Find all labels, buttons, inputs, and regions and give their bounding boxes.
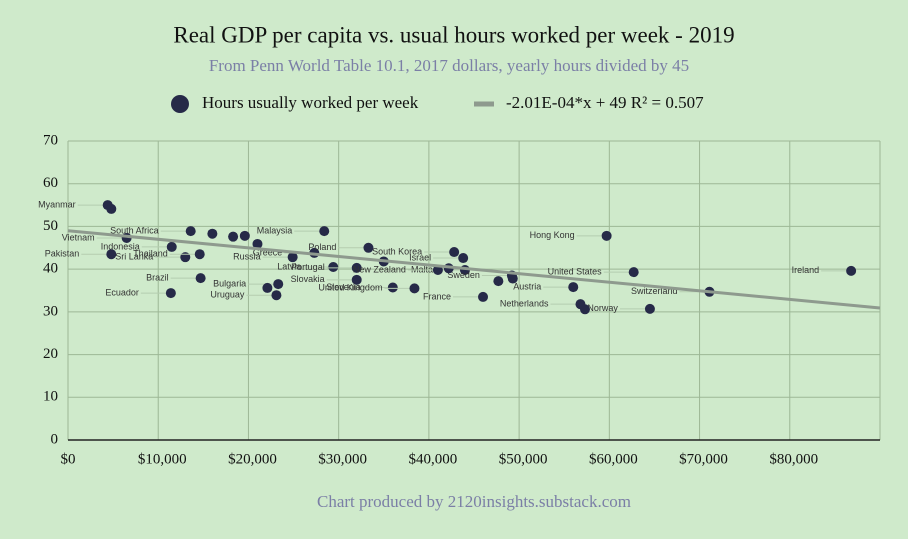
x-tick-label: $80,000: [769, 451, 818, 467]
legend-label: Hours usually worked per week: [202, 93, 419, 112]
y-tick-label: 30: [43, 303, 58, 319]
y-tick-label: 20: [43, 346, 58, 362]
x-tick-label: $30,000: [318, 451, 367, 467]
point-label: Malaysia: [257, 226, 293, 236]
point: [180, 252, 191, 263]
point-label: Indonesia: [101, 241, 140, 251]
point-label: South Africa: [110, 226, 159, 236]
point: [106, 203, 117, 214]
point-label: Malta: [411, 264, 433, 274]
chart-footer: Chart produced by 2120insights.substack.…: [317, 492, 631, 511]
point-label: South Korea: [372, 246, 422, 256]
point-label: United Kingdom: [318, 283, 382, 293]
point: [287, 252, 298, 263]
point-label: Brazil: [146, 272, 169, 282]
point: [493, 276, 504, 287]
point-label: Netherlands: [500, 299, 549, 309]
x-tick-label: $50,000: [499, 451, 548, 467]
point: [328, 262, 339, 273]
point: [351, 262, 362, 273]
point-label: New Zealand: [353, 264, 406, 274]
y-tick-label: 10: [43, 389, 58, 405]
point: [601, 230, 612, 241]
point: [166, 241, 177, 252]
point-label: Hong Kong: [530, 230, 575, 240]
x-tick-label: $70,000: [679, 451, 728, 467]
point: [478, 291, 489, 302]
x-tick-label: $20,000: [228, 451, 277, 467]
legend-marker: [171, 95, 189, 113]
point: [568, 282, 579, 293]
point: [579, 304, 590, 315]
point-label: Greece: [253, 247, 283, 257]
y-tick-label: 40: [43, 261, 58, 277]
point-label: Vietnam: [62, 232, 95, 242]
point-label: France: [423, 291, 451, 301]
x-tick-label: $10,000: [138, 451, 187, 467]
point: [271, 290, 282, 301]
point: [106, 249, 117, 260]
y-tick-label: 60: [43, 175, 58, 191]
point: [194, 249, 205, 260]
point-label: Sweden: [447, 270, 480, 280]
x-tick-label: $0: [61, 451, 76, 467]
point-label: Austria: [513, 281, 541, 291]
point-label: Israel: [409, 252, 431, 262]
point: [449, 247, 460, 258]
point-label: Slovakia: [291, 274, 325, 284]
x-tick-label: $60,000: [589, 451, 638, 467]
point: [228, 231, 239, 242]
legend-label: -2.01E-04*x + 49 R² = 0.507: [506, 93, 704, 112]
point-label: Slovenia: [326, 282, 361, 292]
chart-subtitle: From Penn World Table 10.1, 2017 dollars…: [209, 56, 689, 75]
point: [195, 273, 206, 284]
point: [185, 226, 196, 237]
point-label: Russia: [233, 252, 261, 262]
trend-line: [67, 229, 881, 310]
point: [262, 282, 273, 293]
chart-title: Real GDP per capita vs. usual hours work…: [173, 22, 734, 47]
point: [319, 226, 330, 237]
point: [252, 238, 263, 249]
point-label: Pakistan: [45, 249, 80, 259]
point: [507, 273, 518, 284]
y-tick-label: 0: [51, 431, 59, 447]
point-label: Portugal: [291, 262, 325, 272]
point-label: United States: [548, 267, 603, 277]
point: [409, 283, 420, 294]
point-label: Bulgaria: [213, 278, 246, 288]
point: [273, 279, 284, 290]
point-label: Norway: [587, 303, 618, 313]
point: [387, 282, 398, 293]
point-label: Ecuador: [105, 287, 139, 297]
point-label: Poland: [308, 242, 336, 252]
x-tick-label: $40,000: [409, 451, 458, 467]
point: [628, 267, 639, 278]
point: [239, 230, 250, 241]
y-tick-label: 50: [43, 218, 58, 234]
point: [644, 303, 655, 314]
point: [458, 253, 469, 264]
point-label: Switzerland: [631, 286, 678, 296]
point-label: Thailand: [133, 249, 168, 259]
point: [207, 228, 218, 239]
point: [351, 274, 362, 285]
y-tick-label: 70: [43, 132, 58, 148]
point-label: Myanmar: [38, 199, 76, 209]
point: [165, 288, 176, 299]
point: [846, 265, 857, 276]
point-label: Latvia: [277, 261, 301, 271]
point-label: Uruguay: [210, 290, 245, 300]
point-label: Sri Lanka: [115, 252, 153, 262]
point: [363, 242, 374, 253]
point-label: Ireland: [792, 265, 820, 275]
